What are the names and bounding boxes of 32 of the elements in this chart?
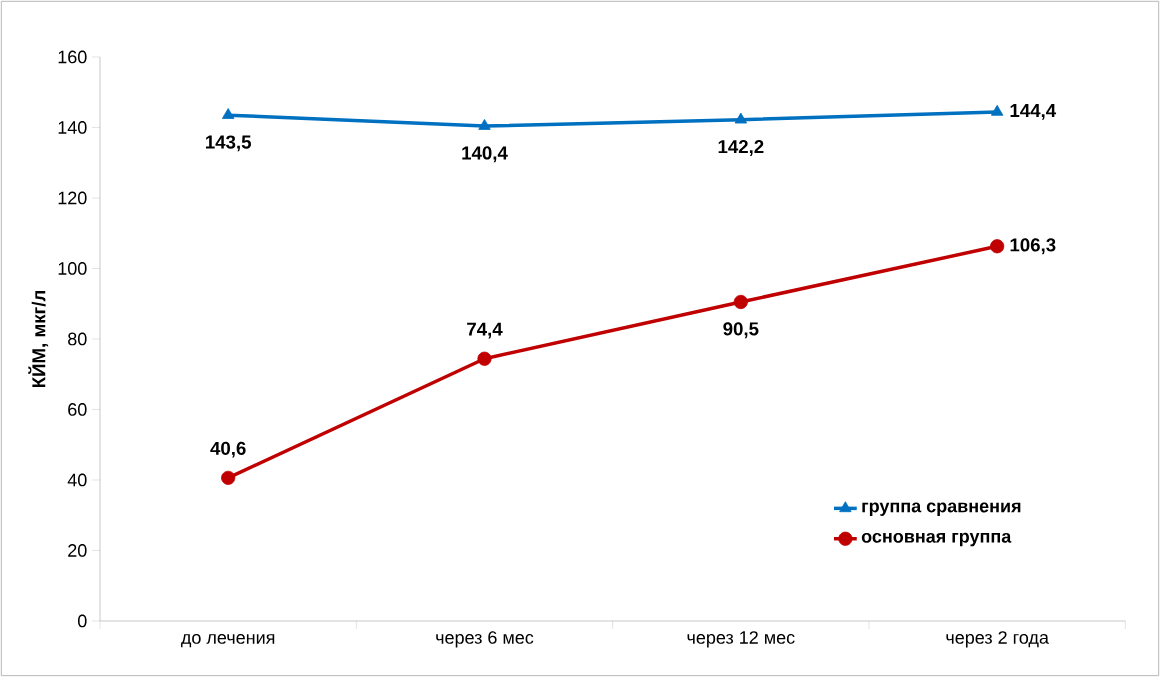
legend-label: группа сравнения — [862, 502, 1021, 516]
data-label: 140,4 — [462, 146, 508, 163]
y-tick-label: 140 — [58, 121, 87, 134]
data-label: 106,3 — [1010, 238, 1056, 255]
point — [733, 294, 748, 310]
y-tick-label: 100 — [58, 262, 87, 275]
data-label: 142,2 — [718, 139, 764, 156]
y-tick-label: 60 — [68, 403, 87, 416]
x-tick-label: до лечения — [181, 634, 275, 648]
data-label: 40,6 — [210, 441, 246, 458]
y-axis-title: КЙМ, мкг/л — [28, 290, 49, 388]
y-tick-label: 20 — [68, 544, 87, 557]
point — [221, 470, 236, 485]
y-tick-label: 80 — [68, 332, 87, 346]
point — [478, 119, 491, 130]
data-label: 90,5 — [723, 322, 759, 339]
point — [222, 108, 235, 119]
point — [734, 112, 748, 124]
x-tick-label: через 2 года — [946, 631, 1049, 648]
x-tick-label: через 12 мес — [687, 631, 795, 648]
point — [990, 239, 1005, 254]
point — [990, 104, 1004, 116]
y-tick-label: 0 — [78, 614, 87, 628]
point — [477, 351, 492, 366]
y-tick-label: 40 — [67, 473, 87, 487]
x-tick-label: через 6 мес — [436, 631, 534, 648]
data-label: 143,5 — [205, 135, 252, 152]
y-tick-label: 160 — [58, 50, 87, 64]
data-label: 144,4 — [1010, 104, 1057, 120]
data-label: 74,4 — [467, 322, 503, 339]
y-tick-label: 120 — [58, 191, 87, 205]
legend-label: основная группа — [861, 532, 1012, 547]
